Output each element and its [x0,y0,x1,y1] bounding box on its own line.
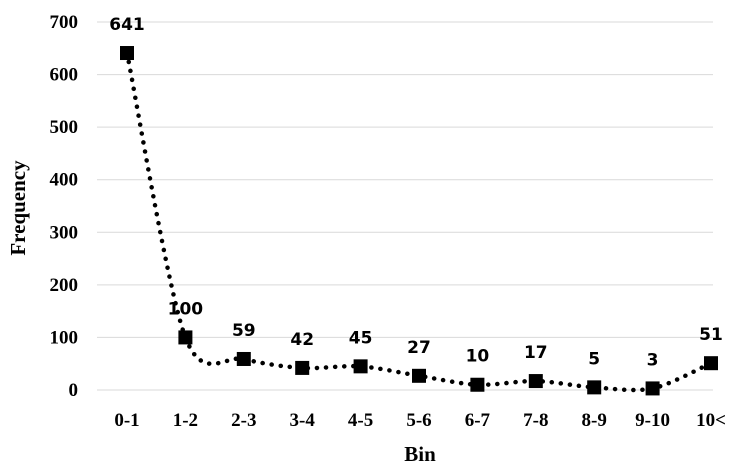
data-label: 59 [232,321,256,341]
data-point-marker [470,377,485,392]
data-point-marker [704,356,718,371]
y-tick-label: 300 [50,222,79,243]
data-point-marker [120,46,134,61]
x-axis-ticks: 0-1 1-2 2-3 3-4 4-5 5-6 6-7 7-8 8-9 9-10 10< [114,410,726,431]
data-point-marker [412,368,426,383]
y-axis-title: Frequency [6,160,30,256]
data-label: 5 [588,349,600,369]
data-label: 45 [349,328,373,348]
y-tick-label: 100 [50,327,79,348]
y-tick-label: 700 [50,12,79,33]
x-tick-label: 1-2 [173,410,198,431]
data-label: 51 [699,325,723,345]
data-label: 10 [466,347,490,367]
y-tick-label: 500 [50,117,79,138]
x-tick-label: 0-1 [114,410,139,431]
series-markers [120,46,718,396]
data-label: 100 [168,299,204,319]
y-tick-label: 400 [50,170,79,191]
y-tick-label: 200 [50,275,79,296]
x-tick-label: 8-9 [582,410,607,431]
x-tick-label: 6-7 [465,410,491,431]
data-label: 27 [407,338,431,358]
data-point-marker [645,381,660,396]
data-point-marker [295,360,310,375]
data-point-marker [353,359,368,374]
x-tick-label: 2-3 [231,410,256,431]
x-axis-title: Bin [404,442,436,466]
x-tick-label: 10< [696,410,726,431]
data-label: 3 [647,350,659,370]
x-tick-label: 5-6 [406,410,431,431]
x-tick-label: 3-4 [290,410,316,431]
x-tick-label: 9-10 [635,410,670,431]
gridlines [97,21,713,391]
data-labels: 641 100 59 42 45 27 10 17 5 3 51 [109,15,723,370]
x-tick-label: 7-8 [523,410,548,431]
data-label: 641 [109,15,145,35]
y-axis-ticks: 0 100 200 300 400 500 600 700 [50,12,79,401]
x-tick-label: 4-5 [348,410,373,431]
data-label: 17 [524,343,548,363]
data-point-marker [236,351,251,366]
data-point-marker [178,330,193,345]
y-tick-label: 600 [50,65,79,86]
data-label: 42 [290,330,314,350]
data-point-marker [528,374,543,389]
data-point-marker [587,380,602,395]
y-tick-label: 0 [69,380,79,401]
